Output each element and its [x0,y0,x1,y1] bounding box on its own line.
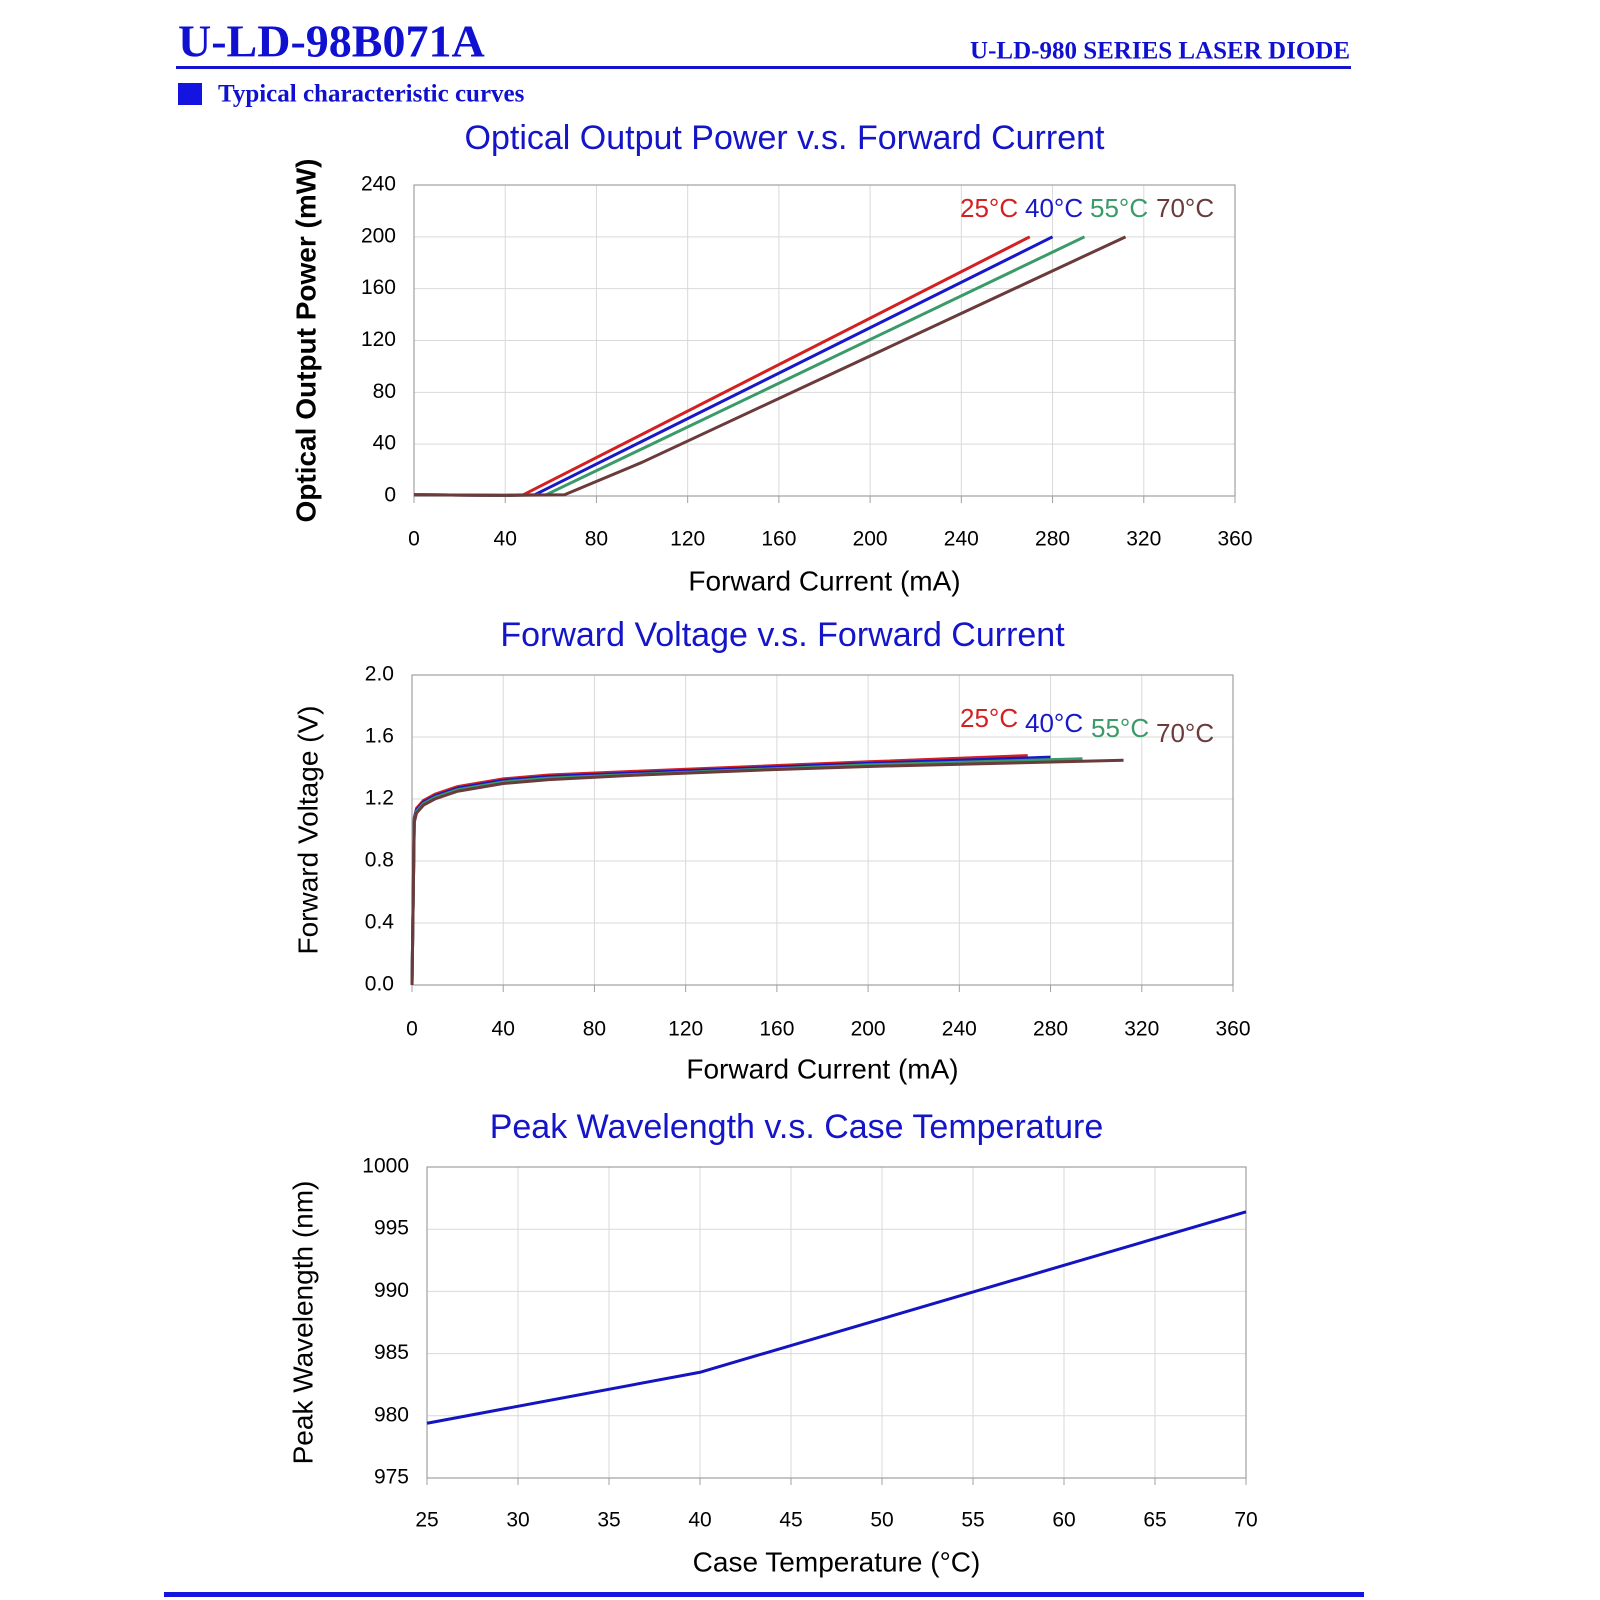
y-tick-label: 0 [384,484,396,507]
y-tick-label: 0.0 [365,973,394,996]
x-tick-label: 320 [1126,528,1161,551]
legend-label: 55°C [1090,193,1148,223]
y-tick-label: 990 [374,1279,409,1302]
x-tick-label: 80 [583,1018,606,1041]
y-tick-label: 160 [361,276,396,299]
y-tick-label: 2.0 [365,663,394,686]
chart-title: Forward Voltage v.s. Forward Current [500,616,1065,654]
y-tick-label: 975 [374,1466,409,1489]
footer-rule [164,1592,1364,1597]
x-tick-label: 45 [779,1509,802,1532]
x-tick-label: 50 [870,1509,893,1532]
y-tick-label: 200 [361,224,396,247]
y-tick-label: 1.2 [365,787,394,810]
chart-title: Peak Wavelength v.s. Case Temperature [490,1108,1104,1146]
y-tick-label: 0.4 [365,911,395,934]
y-tick-label: 0.8 [365,849,394,872]
x-tick-label: 25 [415,1509,438,1532]
plot-frame [413,184,1236,497]
part-number: U-LD-98B071A [178,16,485,67]
series-name: U-LD-980 SERIES LASER DIODE [970,38,1350,65]
series-line [410,757,1083,986]
x-tick-label: 35 [597,1509,620,1532]
x-tick-label: 55 [961,1509,984,1532]
x-tick-label: 200 [851,1018,886,1041]
y-tick-label: 240 [361,173,396,196]
series-line [410,755,1051,986]
x-tick-label: 320 [1124,1018,1159,1041]
x-axis-label: Forward Current (mA) [686,1053,958,1084]
y-tick-label: 40 [373,432,396,455]
legend-label: 25°C [960,193,1018,223]
x-tick-label: 280 [1035,528,1070,551]
y-tick-label: 995 [374,1217,409,1240]
plot-frame [426,1166,1247,1479]
legend-label: 55°C [1091,713,1149,743]
x-tick-label: 240 [944,528,979,551]
x-tick-label: 65 [1143,1509,1166,1532]
x-tick-label: 120 [670,528,705,551]
chart-title: Optical Output Power v.s. Forward Curren… [465,119,1105,157]
x-tick-label: 40 [494,528,517,551]
y-tick-label: 120 [361,328,396,351]
legend-label: 40°C [1025,193,1083,223]
x-tick-label: 80 [585,528,608,551]
x-tick-label: 60 [1052,1509,1075,1532]
x-tick-label: 360 [1215,1018,1250,1041]
x-axis-label: Case Temperature (°C) [693,1546,981,1577]
x-tick-label: 70 [1234,1509,1257,1532]
x-tick-label: 280 [1033,1018,1068,1041]
y-axis-label: Peak Wavelength (nm) [287,1181,318,1465]
x-axis-label: Forward Current (mA) [688,565,960,596]
legend-label: 40°C [1025,708,1083,738]
y-tick-label: 80 [373,380,396,403]
x-tick-label: 30 [506,1509,529,1532]
x-tick-label: 40 [688,1509,711,1532]
header-rule [176,66,1351,69]
legend-label: 70°C [1156,193,1214,223]
y-tick-label: 985 [374,1341,409,1364]
x-tick-label: 120 [668,1018,703,1041]
y-tick-label: 1.6 [365,725,394,748]
legend-label: 25°C [960,703,1018,733]
y-axis-label: Optical Output Power (mW) [290,159,321,523]
x-tick-label: 0 [408,528,420,551]
series-line [413,235,1127,497]
plot-frame [411,674,1234,986]
series-line [413,235,1086,497]
x-tick-label: 240 [942,1018,977,1041]
x-tick-label: 200 [853,528,888,551]
series-line [426,1210,1247,1425]
x-tick-label: 160 [759,1018,794,1041]
legend-label: 70°C [1156,718,1214,748]
y-axis-label: Forward Voltage (V) [292,706,323,955]
series-line [413,235,1031,497]
x-tick-label: 360 [1217,528,1252,551]
section-title: Typical characteristic curves [218,81,525,108]
series-line [410,754,1028,986]
y-tick-label: 1000 [362,1155,409,1178]
section-bullet [178,83,202,105]
x-tick-label: 0 [406,1018,418,1041]
x-tick-label: 40 [492,1018,515,1041]
series-line [410,758,1124,986]
x-tick-label: 160 [761,528,796,551]
y-tick-label: 980 [374,1403,409,1426]
